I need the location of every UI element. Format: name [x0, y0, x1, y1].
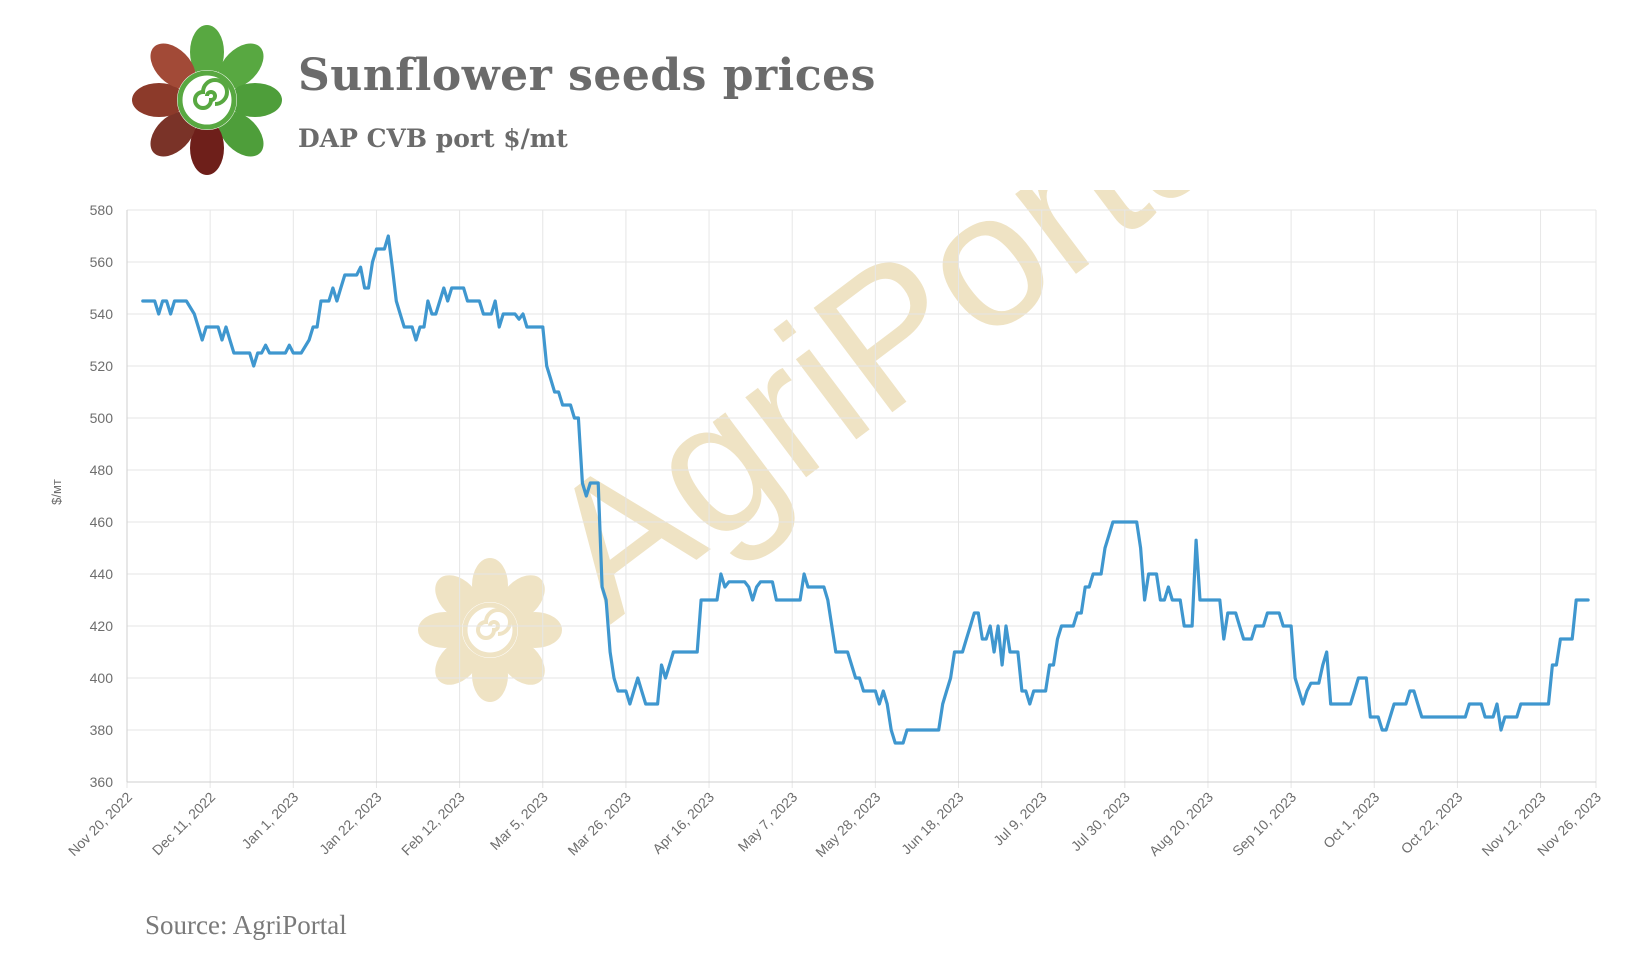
source-note: Source: AgriPortal [145, 910, 347, 940]
x-tick-label: Apr 16, 2023 [649, 789, 717, 857]
watermark-sunflower-icon [418, 558, 562, 702]
y-tick-label: 360 [90, 774, 114, 790]
y-tick-label: 540 [90, 306, 114, 322]
sunflower-logo-icon [132, 25, 282, 175]
y-tick-label: 580 [90, 202, 114, 218]
x-tick-label: May 28, 2023 [812, 789, 883, 860]
y-tick-label: 440 [90, 566, 114, 582]
x-tick-label: Jul 30, 2023 [1068, 789, 1133, 854]
chart-grid [126, 209, 1597, 788]
x-tick-label: Dec 11, 2022 [149, 789, 219, 859]
y-tick-label: 400 [90, 670, 114, 686]
price-line-chart: AgriPortal 360 380 400 420 440 460 480 500 520 54… [49, 190, 1604, 860]
watermark: AgriPortal [418, 190, 1301, 702]
y-tick-label: 520 [90, 358, 114, 374]
x-tick-label: Jun 18, 2023 [898, 789, 967, 858]
series-line-price [141, 234, 1590, 745]
y-tick-label: 500 [90, 410, 114, 426]
y-tick-label: 480 [90, 462, 114, 478]
x-tick-label: Mar 5, 2023 [487, 789, 551, 853]
x-tick-label: Oct 22, 2023 [1398, 789, 1466, 857]
x-tick-label: Jan 1, 2023 [238, 789, 301, 852]
x-tick-label: Aug 20, 2023 [1146, 789, 1216, 859]
y-tick-label: 380 [90, 722, 114, 738]
y-tick-label: 560 [90, 254, 114, 270]
y-tick-label: 460 [90, 514, 114, 530]
chart-title: Sunflower seeds prices [298, 50, 876, 101]
y-axis-label: $/мт [49, 479, 64, 505]
y-tick-label: 420 [90, 618, 114, 634]
y-axis-tick-labels: 360 380 400 420 440 460 480 500 520 540 560 580 [90, 202, 114, 790]
x-tick-label: Sep 10, 2023 [1229, 789, 1299, 859]
x-tick-label: Nov 20, 2022 [65, 789, 135, 859]
chart-subtitle: DAP CVB port $/mt [298, 124, 568, 153]
x-tick-label: Jul 9, 2023 [990, 789, 1050, 849]
x-axis-tick-labels: Nov 20, 2022 Dec 11, 2022 Jan 1, 2023 Jan 2… [65, 789, 1604, 860]
series-layer [141, 234, 1590, 745]
x-tick-label: Oct 1, 2023 [1320, 789, 1383, 852]
x-tick-label: Jan 22, 2023 [316, 789, 385, 858]
logo-petals [132, 25, 282, 175]
x-tick-label: Feb 12, 2023 [398, 789, 468, 859]
x-tick-label: May 7, 2023 [735, 789, 801, 855]
x-tick-label: Mar 26, 2023 [564, 789, 634, 859]
